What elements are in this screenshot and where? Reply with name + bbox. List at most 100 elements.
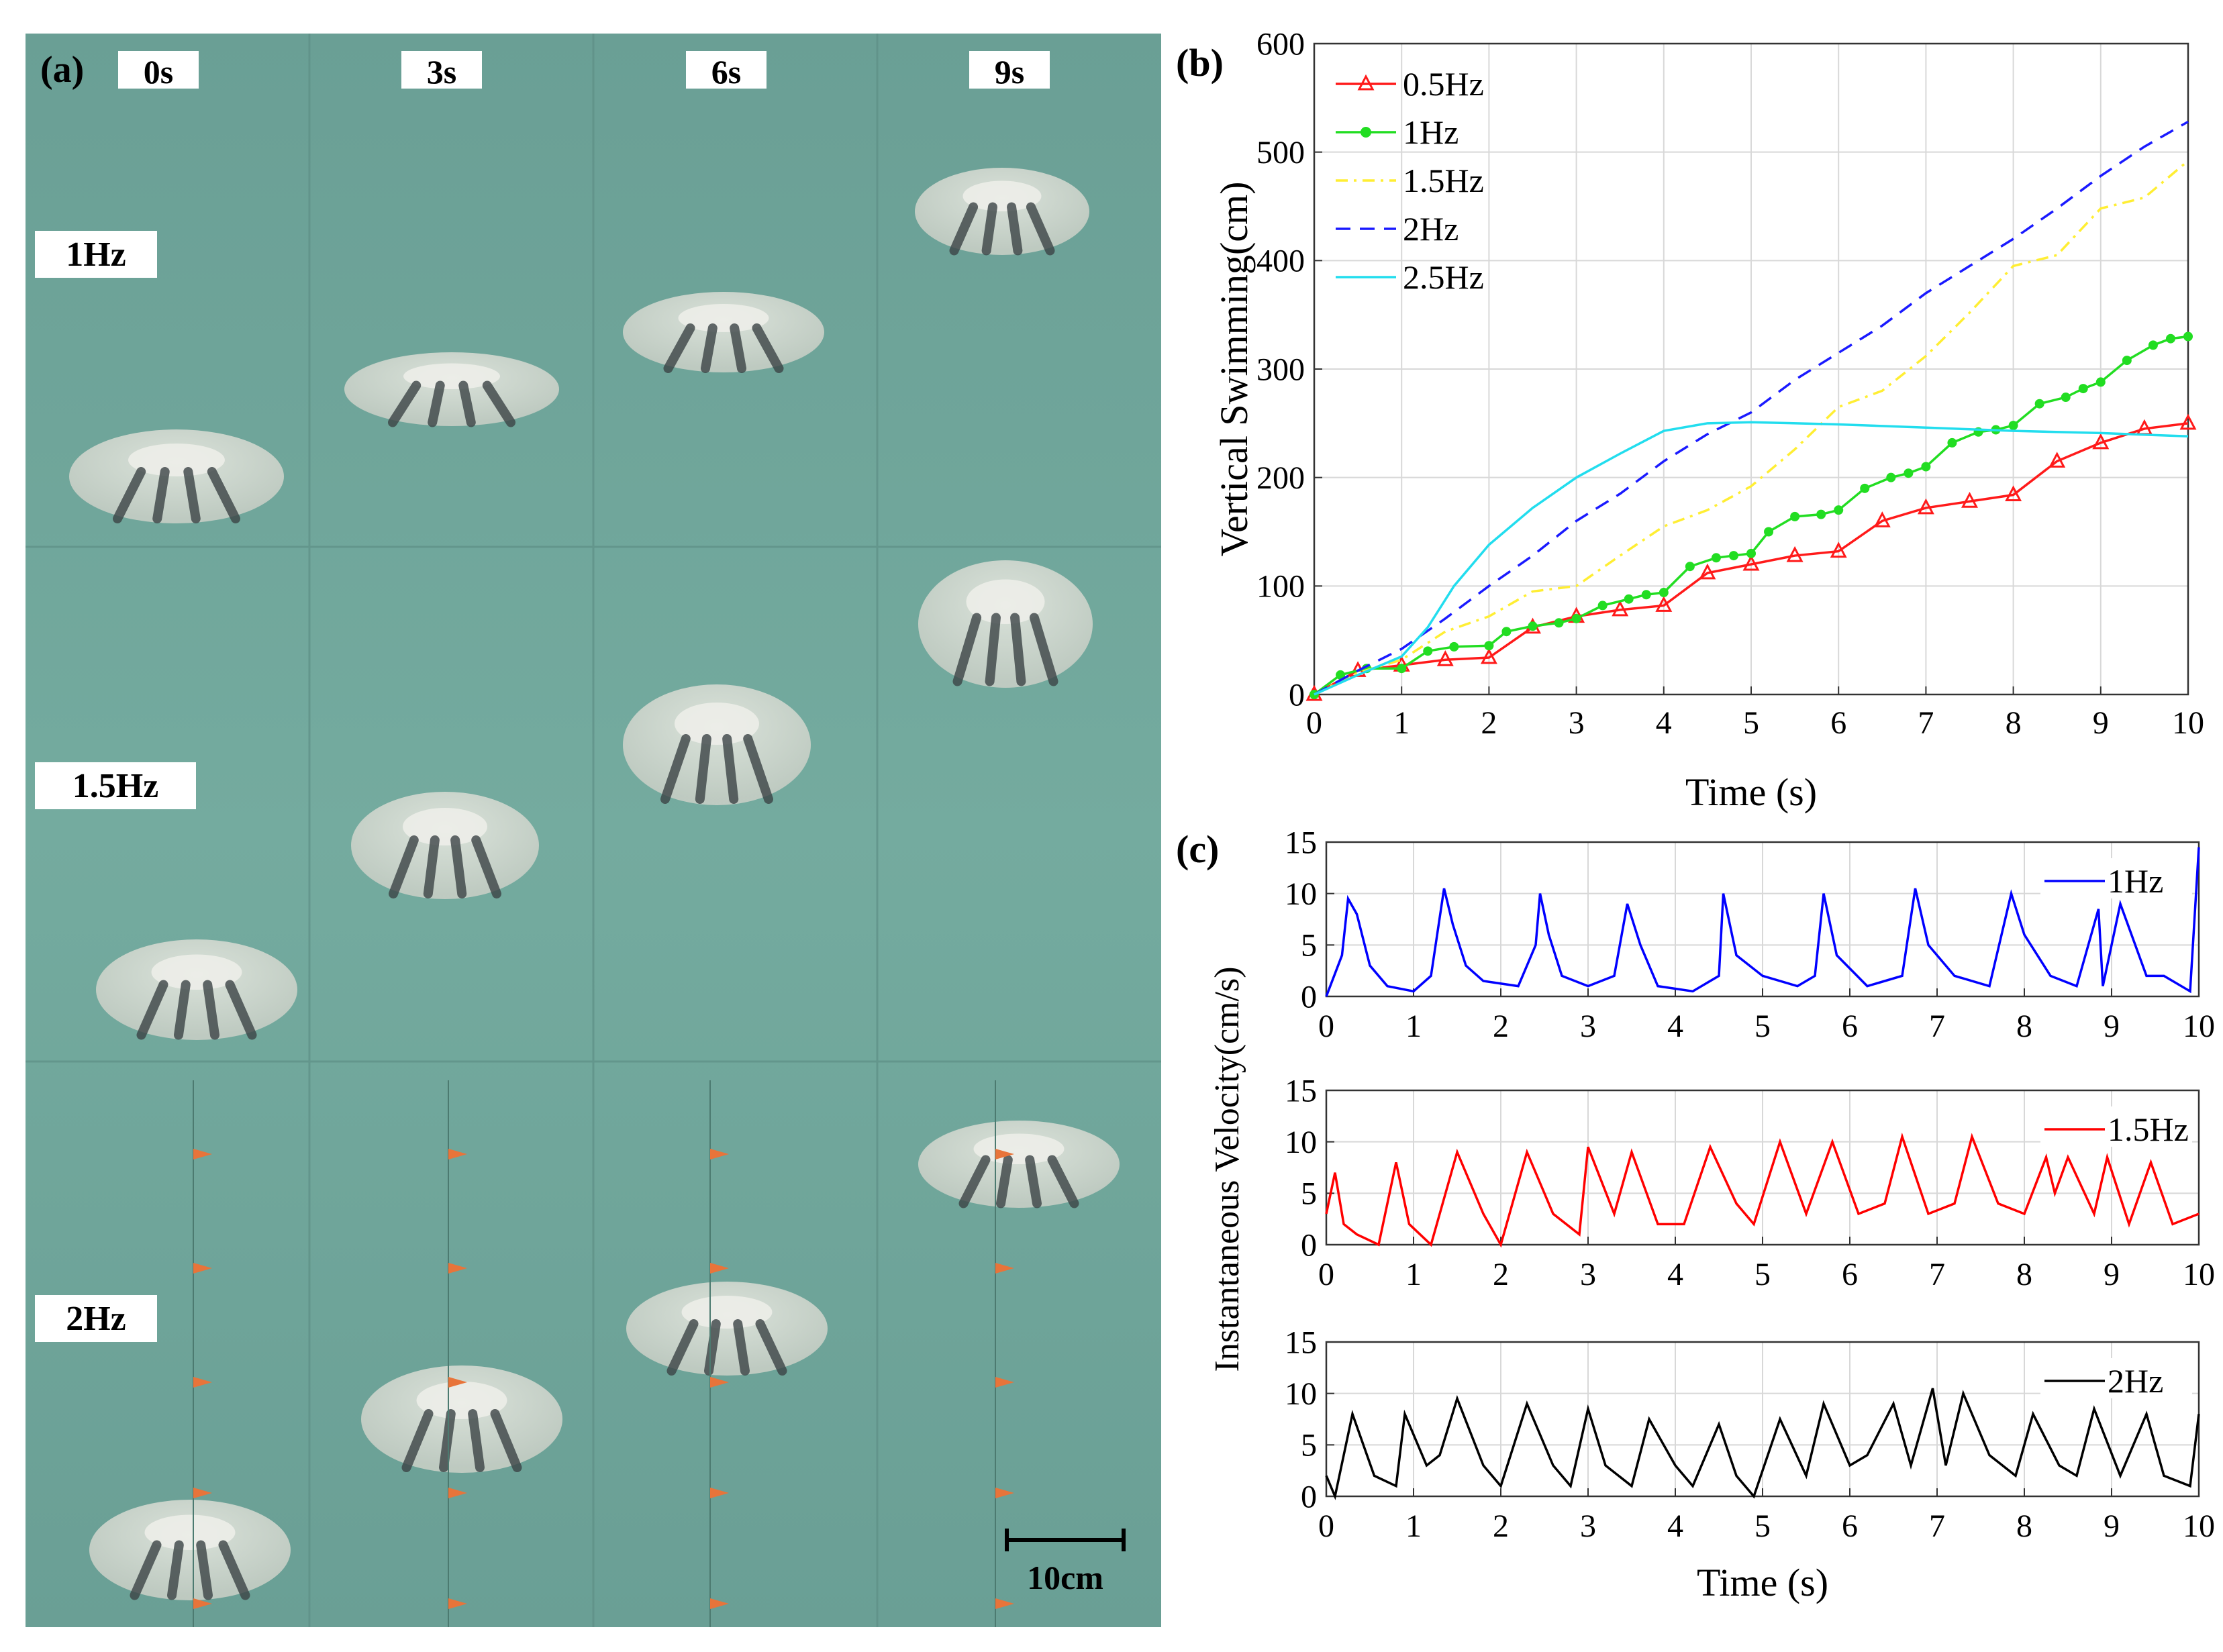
jellyfish-rib — [985, 613, 1001, 686]
x-tick-label: 9 — [2104, 1257, 2120, 1292]
legend-entry: 2Hz — [2108, 1362, 2163, 1400]
legend-entry: 1.5Hz — [2108, 1111, 2189, 1148]
y-tick-label: 15 — [1285, 1073, 1317, 1108]
time-label-9s: 9s — [969, 51, 1050, 89]
jellyfish-rib — [490, 1409, 522, 1472]
y-axis-label: Instantaneous Velocity(cm/s) — [1208, 966, 1246, 1372]
data-point-0-5hz — [1655, 596, 1673, 612]
row-label-1hz: 1Hz — [35, 231, 157, 278]
y-tick-label: 0 — [1301, 1227, 1317, 1263]
data-point-1hz — [2034, 399, 2044, 409]
jellyfish-robot — [623, 292, 824, 373]
time-label-0s: 0s — [118, 51, 199, 89]
data-point-1hz — [1790, 511, 1800, 521]
x-tick-label: 0 — [1318, 1009, 1334, 1044]
x-tick-label: 4 — [1667, 1257, 1683, 1292]
y-tick-label: 200 — [1256, 460, 1305, 496]
x-tick-label: 6 — [1842, 1009, 1858, 1044]
orange-marker-flag — [710, 1377, 729, 1388]
jellyfish-rib — [1025, 1155, 1042, 1208]
x-tick-label: 7 — [1929, 1009, 1945, 1044]
legend-background — [2040, 1358, 2192, 1398]
jellyfish-rib — [183, 467, 201, 523]
jellyfish-rib — [663, 323, 695, 373]
y-tick-label: 500 — [1256, 135, 1305, 170]
y-tick-label: 600 — [1256, 26, 1305, 62]
y-tick-label: 100 — [1256, 569, 1305, 605]
jellyfish-rib — [660, 734, 691, 804]
jellyfish-top-plate — [151, 954, 242, 990]
x-tick-label: 3 — [1580, 1508, 1596, 1544]
y-tick-label: 15 — [1285, 825, 1317, 860]
orange-marker-flag — [448, 1377, 467, 1388]
x-axis-label: Time (s) — [1685, 770, 1817, 814]
jellyfish-rib — [752, 323, 784, 373]
x-tick-label: 10 — [2183, 1508, 2215, 1544]
jellyfish-robot — [69, 429, 284, 523]
jellyfish-rib — [1047, 1155, 1079, 1208]
data-point-1hz — [1484, 641, 1494, 651]
x-tick-label: 4 — [1667, 1009, 1683, 1044]
panel-b-letter: (b) — [1176, 41, 1224, 85]
data-point-1hz — [2095, 377, 2106, 387]
data-point-0-5hz — [1699, 563, 1716, 580]
x-tick-label: 10 — [2183, 1009, 2215, 1044]
orange-marker-flag — [193, 1488, 212, 1498]
jellyfish-rib — [1026, 202, 1055, 256]
legend-entry: 1.5Hz — [1403, 162, 1484, 199]
x-tick-label: 7 — [1918, 705, 1934, 741]
legend-background — [2040, 858, 2192, 898]
y-tick-label: 5 — [1301, 1428, 1317, 1463]
time-label-3s: 3s — [401, 51, 482, 89]
jellyfish-rib — [401, 1409, 434, 1472]
jellyfish-rib — [225, 980, 257, 1040]
data-point-1hz — [1528, 621, 1538, 631]
jellyfish-rib — [113, 467, 146, 523]
x-tick-label: 5 — [1755, 1009, 1771, 1044]
jellyfish-rib — [755, 1319, 787, 1376]
legend-entry: 0.5Hz — [1403, 65, 1484, 103]
jellyfish-top-plate — [966, 579, 1045, 624]
jellyfish-top-plate — [678, 304, 769, 332]
x-tick-label: 4 — [1656, 705, 1672, 741]
x-tick-label: 8 — [2006, 705, 2022, 741]
instantaneous-velocity-charts: 0 1 2 3 4 5 6 7 8 9 10 0 5 10 15 1Hz 0 1 2 3 4 5 6 7 8 9 10 0 5 10 15 1… — [1168, 825, 2223, 1649]
plot-frame — [1313, 42, 2189, 696]
data-point-1hz — [2008, 421, 2018, 431]
jellyfish-robot — [918, 560, 1093, 688]
y-tick-label: 5 — [1301, 1176, 1317, 1212]
jellyfish-rib — [1007, 202, 1023, 256]
x-tick-label: 0 — [1306, 705, 1322, 741]
jellyfish-rib — [482, 380, 515, 427]
x-tick-label: 7 — [1929, 1508, 1945, 1544]
x-tick-label: 3 — [1580, 1009, 1596, 1044]
data-point-1hz — [1834, 505, 1844, 515]
data-point-1hz — [1641, 590, 1651, 600]
data-point-0-5hz — [2048, 452, 2066, 468]
legend-marker — [1361, 127, 1371, 138]
y-axis-label: Vertical Swimming(cm) — [1212, 182, 1256, 557]
orange-marker-flag — [193, 1149, 212, 1159]
data-point-1hz — [1423, 646, 1433, 656]
jellyfish-rib — [389, 835, 419, 898]
series-line-2Hz — [1314, 120, 2189, 696]
x-tick-label: 4 — [1667, 1508, 1683, 1544]
jellyfish-rib — [136, 980, 168, 1040]
x-tick-label: 10 — [2172, 705, 2204, 741]
velocity-trace-1Hz — [1325, 847, 2200, 997]
y-tick-label: 15 — [1285, 1325, 1317, 1360]
orange-marker-flag — [710, 1598, 729, 1609]
data-point-0-5hz — [1742, 554, 1760, 571]
jellyfish-rib — [468, 1409, 485, 1472]
data-point-0-5hz — [1786, 546, 1804, 562]
data-point-0-5hz — [1436, 650, 1454, 666]
x-tick-label: 6 — [1842, 1508, 1858, 1544]
x-tick-label: 5 — [1755, 1508, 1771, 1544]
orange-marker-flag — [193, 1598, 212, 1609]
jellyfish-rib — [701, 323, 718, 373]
legend-entry: 1Hz — [2108, 862, 2163, 900]
time-label-6s: 6s — [686, 51, 767, 89]
jellyfish-robot — [623, 684, 811, 805]
x-tick-label: 9 — [2104, 1009, 2120, 1044]
